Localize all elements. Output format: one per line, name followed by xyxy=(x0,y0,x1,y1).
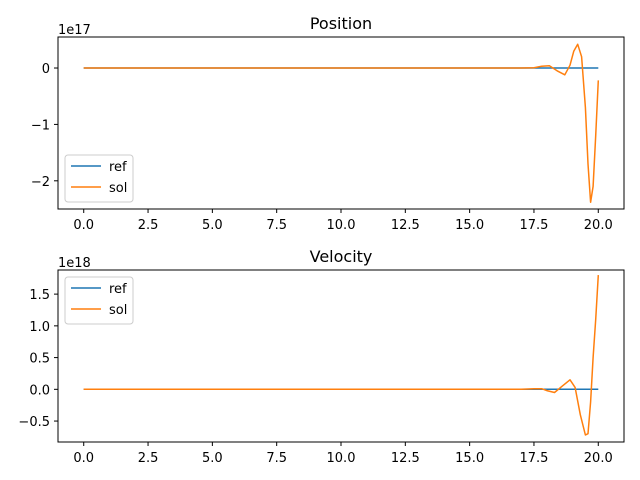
series-line-sol xyxy=(83,43,600,203)
y-tick-label: −0.5 xyxy=(18,415,50,430)
legend-label-ref: ref xyxy=(109,160,127,175)
x-tick-label: 12.5 xyxy=(391,451,420,466)
position-title: Position xyxy=(310,14,372,33)
y-tick-label: 1.0 xyxy=(29,320,50,335)
x-tick-label: 15.0 xyxy=(455,451,484,466)
x-tick-label: 5.0 xyxy=(202,451,223,466)
legend-label-sol: sol xyxy=(109,181,127,196)
position-plot-area: 0.0 2.5 5.0 7.5 10.0 12.5 15.0 17.5 20.0 0 −1 −2 xyxy=(31,43,613,233)
y-tick-label: 0.5 xyxy=(29,352,50,367)
velocity-plot-area: 0.0 2.5 5.0 7.5 10.0 12.5 15.0 17.5 20.0 1.5 1.0 0.… xyxy=(18,275,613,466)
velocity-subplot: Velocity 1e18 0.0 2.5 5.0 7.5 10.0 12.5 15.0 17… xyxy=(18,247,625,466)
x-tick-label: 7.5 xyxy=(266,451,287,466)
x-tick-label: 20.0 xyxy=(584,218,613,233)
x-tick-label: 2.5 xyxy=(138,218,159,233)
position-offset-text: 1e17 xyxy=(58,23,91,38)
x-tick-label: 17.5 xyxy=(519,451,548,466)
velocity-offset-text: 1e18 xyxy=(58,256,91,271)
x-tick-label: 7.5 xyxy=(266,218,287,233)
legend-label-sol: sol xyxy=(109,303,127,318)
series-line-sol xyxy=(83,275,600,436)
position-legend: ref sol xyxy=(64,154,134,203)
velocity-legend: ref sol xyxy=(64,276,134,325)
y-tick-label: 0 xyxy=(42,62,50,77)
position-axes-frame xyxy=(57,36,625,210)
x-tick-label: 2.5 xyxy=(138,451,159,466)
x-tick-label: 17.5 xyxy=(519,218,548,233)
y-tick-label: 1.5 xyxy=(29,288,50,303)
velocity-title: Velocity xyxy=(310,247,373,266)
x-tick-label: 0.0 xyxy=(73,218,94,233)
x-tick-label: 12.5 xyxy=(391,218,420,233)
position-subplot: Position 1e17 0.0 2.5 5.0 7.5 10.0 12.5 15.0 17… xyxy=(31,14,625,233)
velocity-axes-frame xyxy=(57,269,625,443)
x-tick-label: 10.0 xyxy=(327,451,356,466)
y-tick-label: −1 xyxy=(31,118,50,133)
x-tick-label: 20.0 xyxy=(584,451,613,466)
y-tick-label: −2 xyxy=(31,175,50,190)
x-tick-label: 5.0 xyxy=(202,218,223,233)
y-tick-label: 0.0 xyxy=(29,383,50,398)
x-tick-label: 10.0 xyxy=(327,218,356,233)
x-tick-label: 15.0 xyxy=(455,218,484,233)
x-tick-label: 0.0 xyxy=(73,451,94,466)
legend-label-ref: ref xyxy=(109,282,127,297)
